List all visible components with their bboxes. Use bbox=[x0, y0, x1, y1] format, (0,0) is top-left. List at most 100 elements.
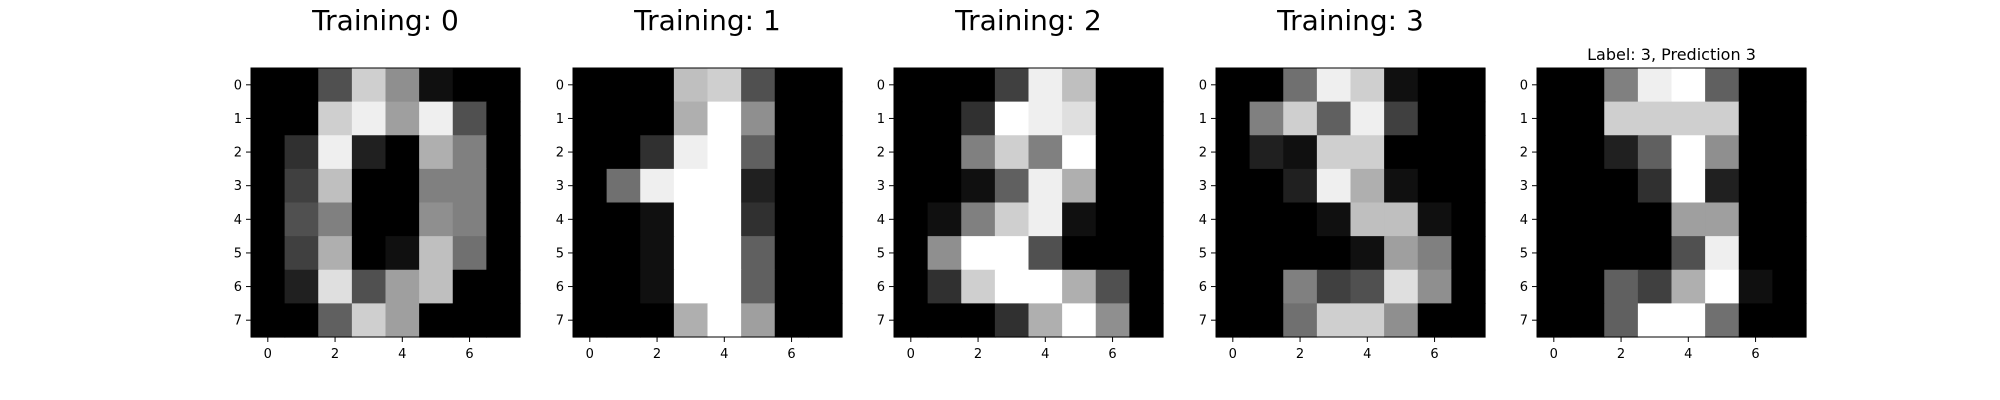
pixel-cell bbox=[251, 101, 286, 136]
pixel-cell bbox=[251, 202, 286, 237]
pixel-cell bbox=[774, 68, 809, 103]
x-tick-label: 0 bbox=[907, 347, 915, 362]
pixel-cell bbox=[1316, 303, 1352, 338]
y-tick-label: 3 bbox=[1520, 179, 1528, 194]
pixel-cell bbox=[1604, 202, 1639, 237]
pixel-cell bbox=[673, 101, 709, 136]
pixel-cell bbox=[1129, 101, 1164, 136]
pixel-cell bbox=[741, 101, 776, 136]
pixel-cell bbox=[1570, 68, 1605, 103]
pixel-cell bbox=[419, 101, 454, 136]
x-tick-label: 6 bbox=[1108, 347, 1116, 362]
pixel-cell bbox=[385, 303, 420, 338]
pixel-cell bbox=[707, 101, 742, 136]
x-tick-label: 6 bbox=[1430, 347, 1438, 362]
pixel-cell bbox=[1062, 68, 1097, 103]
pixel-cell bbox=[1705, 168, 1740, 204]
pixel-cell bbox=[1772, 236, 1807, 271]
x-tick-label: 0 bbox=[1229, 347, 1237, 362]
pixel-cell bbox=[927, 236, 962, 271]
pixel-cell bbox=[1283, 101, 1318, 136]
pixel-cell bbox=[606, 236, 641, 271]
pixel-cell bbox=[1417, 135, 1452, 170]
pixel-cell bbox=[606, 269, 641, 304]
pixel-cell bbox=[894, 303, 929, 338]
pixel-cell bbox=[452, 303, 487, 338]
pixel-cell bbox=[741, 135, 776, 170]
pixel-cell bbox=[1095, 101, 1130, 136]
pixel-cell bbox=[1028, 269, 1063, 304]
pixel-cell bbox=[1316, 68, 1352, 103]
pixel-cell bbox=[1570, 168, 1605, 204]
x-tick-label: 2 bbox=[1296, 347, 1304, 362]
pixel-cell bbox=[351, 135, 387, 170]
pixel-cell bbox=[1384, 303, 1419, 338]
pixel-cell bbox=[1384, 135, 1419, 170]
y-tick-label: 3 bbox=[877, 179, 885, 194]
pixel-cell bbox=[1283, 269, 1318, 304]
pixel-cell bbox=[961, 101, 996, 136]
pixel-cell bbox=[318, 101, 353, 136]
y-tick-label: 7 bbox=[877, 314, 885, 329]
pixel-cell bbox=[994, 168, 1030, 204]
y-tick-label: 7 bbox=[234, 314, 242, 329]
pixel-cell bbox=[673, 303, 709, 338]
pixel-cell bbox=[1604, 269, 1639, 304]
pixel-cell bbox=[1671, 101, 1706, 136]
pixel-cell bbox=[284, 236, 319, 271]
pixel-cell bbox=[707, 168, 742, 204]
pixel-cell bbox=[1417, 236, 1452, 271]
y-tick-label: 5 bbox=[234, 246, 242, 261]
pixel-cell bbox=[994, 236, 1030, 271]
pixel-cell bbox=[351, 168, 387, 204]
pixel-cell bbox=[573, 68, 608, 103]
pixel-cell bbox=[1738, 168, 1773, 204]
pixel-cell bbox=[640, 68, 675, 103]
pixel-cell bbox=[1671, 202, 1706, 237]
pixel-cell bbox=[251, 135, 286, 170]
pixel-cell bbox=[486, 135, 521, 170]
pixel-cell bbox=[1637, 68, 1673, 103]
pixel-cell bbox=[1604, 68, 1639, 103]
y-tick-label: 2 bbox=[877, 146, 885, 161]
pixel-cell bbox=[1671, 168, 1706, 204]
pixel-cell bbox=[774, 101, 809, 136]
pixel-cell bbox=[961, 269, 996, 304]
pixel-cell bbox=[808, 68, 843, 103]
pixel-cell bbox=[927, 168, 962, 204]
pixel-cell bbox=[1671, 135, 1706, 170]
pixel-cell bbox=[486, 168, 521, 204]
axes-frame bbox=[572, 67, 843, 338]
pixel-cell bbox=[894, 135, 929, 170]
pixel-cell bbox=[1451, 135, 1486, 170]
pixel-cell bbox=[573, 101, 608, 136]
x-tick-label: 6 bbox=[787, 347, 795, 362]
pixel-cell bbox=[808, 135, 843, 170]
pixel-cell bbox=[1028, 168, 1063, 204]
pixel-cell bbox=[741, 269, 776, 304]
pixel-cell bbox=[741, 168, 776, 204]
y-tick-label: 7 bbox=[1520, 314, 1528, 329]
pixel-cell bbox=[1537, 168, 1572, 204]
pixel-cell bbox=[1062, 236, 1097, 271]
pixel-cell bbox=[1384, 68, 1419, 103]
y-tick-label: 5 bbox=[1199, 246, 1207, 261]
subplot-2: Training: 2 0 1 2 3 4 5 6 7 0 2 4 6 bbox=[877, 4, 1164, 362]
pixel-cell bbox=[1129, 269, 1164, 304]
y-tick-label: 7 bbox=[1199, 314, 1207, 329]
pixel-cell bbox=[284, 68, 319, 103]
pixel-cell bbox=[1216, 68, 1251, 103]
pixel-cell bbox=[774, 202, 809, 237]
pixel-cell bbox=[1216, 168, 1251, 204]
y-tick-label: 0 bbox=[234, 78, 242, 93]
pixel-cell bbox=[808, 236, 843, 271]
pixel-cell bbox=[927, 202, 962, 237]
pixel-cell bbox=[1537, 236, 1572, 271]
pixel-cell bbox=[1772, 202, 1807, 237]
pixel-cell bbox=[1772, 135, 1807, 170]
pixel-cell bbox=[486, 236, 521, 271]
pixel-cell bbox=[1451, 68, 1486, 103]
pixel-cell bbox=[452, 236, 487, 271]
pixel-cell bbox=[1216, 269, 1251, 304]
y-tick-label: 5 bbox=[1520, 246, 1528, 261]
